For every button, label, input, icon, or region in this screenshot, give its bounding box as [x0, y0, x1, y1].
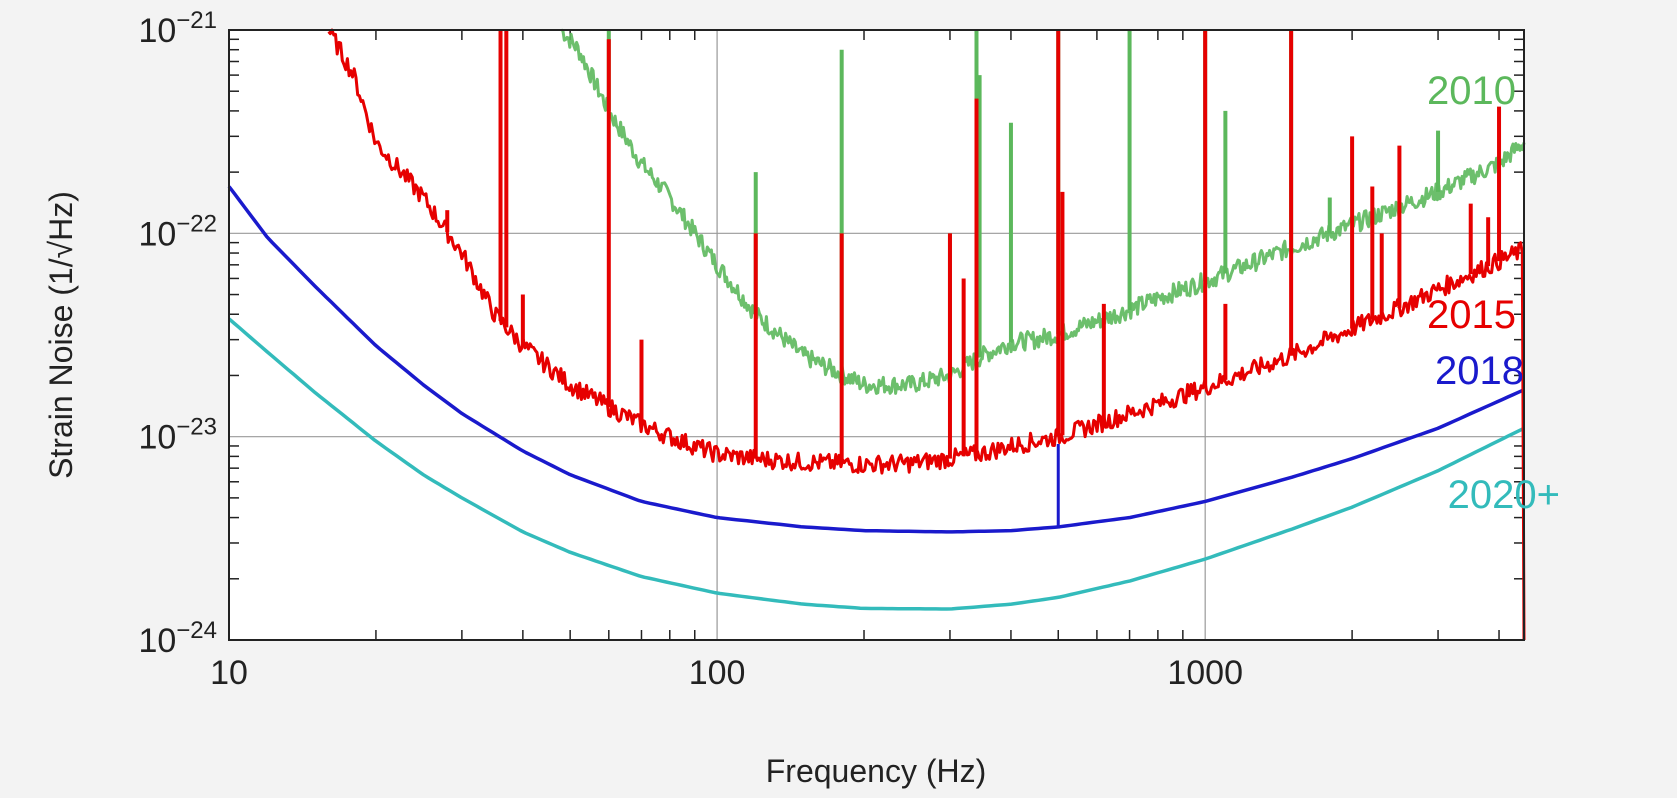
series-label: 2010	[1427, 69, 1516, 113]
x-axis-label: Frequency (Hz)	[766, 753, 987, 789]
x-tick-label: 10	[210, 654, 248, 692]
y-tick-labels: 10−21 10−22 10−23 10−24	[138, 7, 217, 660]
y-tick-label: 10−22	[138, 210, 217, 253]
plot-frame	[228, 29, 1525, 641]
series-label: 2015	[1427, 293, 1516, 337]
series-labels: 2010 2015 2018 2020+	[1427, 69, 1560, 517]
series-label: 2020+	[1448, 473, 1560, 517]
series-2015	[327, 28, 1526, 641]
x-tick-label: 100	[689, 654, 746, 692]
series-line	[561, 28, 1526, 395]
y-tick-label: 10−23	[138, 414, 217, 457]
plot-background	[229, 30, 1524, 640]
y-axis-label: Strain Noise (1/√Hz)	[43, 191, 79, 479]
series-2020plus	[227, 317, 1525, 611]
x-tick-labels: 10 100 1000	[210, 654, 1243, 692]
y-tick-label: 10−24	[138, 617, 217, 660]
series-line	[227, 317, 1525, 611]
series-label: 2018	[1435, 349, 1524, 393]
series-layer	[227, 28, 1526, 641]
series-line	[227, 185, 1525, 534]
y-tick-label: 10−21	[138, 7, 217, 50]
series-line	[327, 28, 1526, 641]
x-tick-label: 1000	[1167, 654, 1243, 692]
series-2018	[227, 185, 1525, 534]
